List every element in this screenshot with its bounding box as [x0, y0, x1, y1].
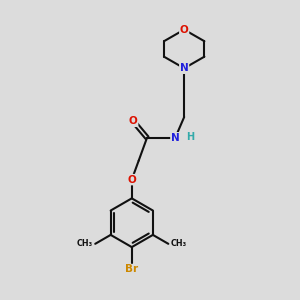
Text: CH₃: CH₃ — [171, 239, 187, 248]
Text: N: N — [180, 63, 189, 73]
Text: O: O — [129, 116, 138, 126]
Text: H: H — [187, 132, 195, 142]
Text: O: O — [180, 25, 189, 34]
Text: CH₃: CH₃ — [77, 239, 93, 248]
Text: O: O — [128, 175, 136, 184]
Text: N: N — [171, 133, 180, 143]
Text: Br: Br — [125, 264, 138, 274]
